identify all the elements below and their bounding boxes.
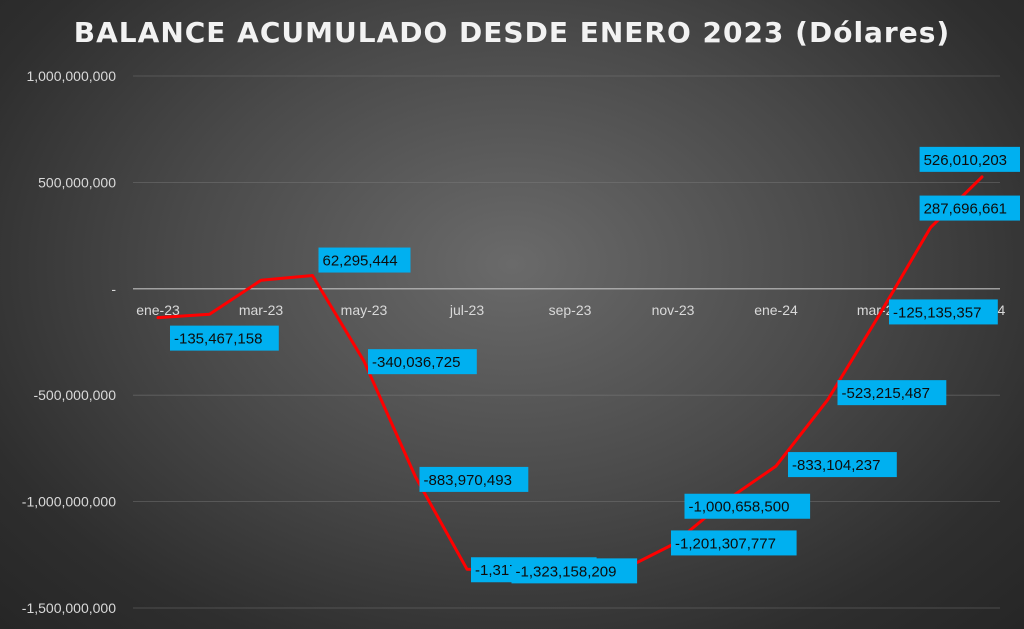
- data-label: 526,010,203: [919, 146, 1020, 172]
- data-label-text: -523,215,487: [842, 385, 930, 402]
- data-label-box: [684, 493, 811, 519]
- data-label-text: 526,010,203: [924, 152, 1007, 169]
- data-label-box: [419, 466, 529, 492]
- data-label: 287,696,661: [919, 195, 1020, 221]
- x-tick-label: mar-23: [239, 302, 284, 318]
- data-label-box: [318, 247, 411, 273]
- data-label-text: -1,000,658,500: [689, 499, 790, 516]
- data-label-text: -1,323,158,209: [516, 563, 617, 580]
- data-labels: -135,467,158 62,295,444 -340,036,725 -883,9…: [170, 146, 1020, 584]
- data-label: -523,215,487: [837, 380, 947, 406]
- data-label: -1,000,658,500: [684, 493, 811, 519]
- data-label-text: 287,696,661: [924, 201, 1007, 218]
- gridlines: [133, 75, 1000, 609]
- data-label: -125,135,357: [889, 299, 998, 325]
- data-label-text: -340,036,725: [372, 354, 460, 371]
- x-tick-label: ene-24: [754, 302, 798, 318]
- x-tick-label: may-23: [341, 302, 388, 318]
- data-label-text: -125,135,357: [893, 304, 981, 321]
- data-label-text: -1,201,307,777: [675, 535, 776, 552]
- y-tick-label: -1,000,000,000: [22, 494, 116, 510]
- data-label-text: -833,104,237: [792, 457, 880, 474]
- x-tick-label: jul-23: [449, 302, 484, 318]
- y-tick-label: -: [111, 281, 116, 297]
- series-line: [156, 175, 984, 577]
- data-label: -135,467,158: [170, 325, 279, 351]
- data-label-text: -135,467,158: [174, 331, 262, 348]
- data-label-box: [837, 380, 947, 406]
- data-label-box: [788, 452, 897, 478]
- data-label-box: [170, 325, 279, 351]
- x-tick-label: sep-23: [549, 302, 592, 318]
- y-tick-label: -500,000,000: [33, 387, 116, 403]
- data-label-box: [671, 530, 797, 556]
- data-label-text: 62,295,444: [323, 253, 398, 270]
- y-tick-label: -1,500,000,000: [22, 600, 116, 616]
- data-label-box: [919, 195, 1020, 221]
- x-axis-ticks: ene-23 mar-23 may-23 jul-23 sep-23 nov-23 ene-…: [136, 302, 1005, 318]
- data-label: -340,036,725: [368, 349, 477, 375]
- data-label-box: [889, 299, 998, 325]
- data-label: -883,970,493: [419, 466, 529, 492]
- y-tick-label: 500,000,000: [38, 174, 116, 190]
- x-tick-label: ene-23: [136, 302, 180, 318]
- data-label-box: [511, 558, 638, 584]
- chart-title: BALANCE ACUMULADO DESDE ENERO 2023 (Dóla…: [73, 16, 951, 49]
- data-label-text: -883,970,493: [424, 472, 512, 489]
- series-line-group: [156, 175, 984, 577]
- data-label: -1,201,307,777: [671, 530, 797, 556]
- data-label-box: [368, 349, 477, 375]
- data-label: -1,323,158,209: [511, 558, 638, 584]
- data-label: -833,104,237: [788, 452, 897, 478]
- data-label-box: [919, 146, 1020, 172]
- data-label: 62,295,444: [318, 247, 411, 273]
- y-axis-ticks: 1,000,000,000 500,000,000 - -500,000,000 -1,…: [22, 68, 117, 616]
- y-tick-label: 1,000,000,000: [26, 68, 116, 84]
- x-tick-label: nov-23: [652, 302, 695, 318]
